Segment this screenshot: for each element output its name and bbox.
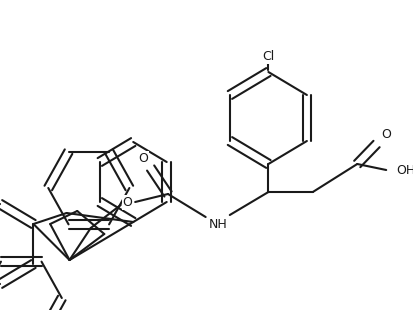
Text: OH: OH [395,163,413,176]
Text: Cl: Cl [262,50,274,63]
Text: O: O [122,196,132,209]
Text: O: O [380,127,390,140]
Text: O: O [138,152,147,165]
Text: NH: NH [208,218,227,231]
